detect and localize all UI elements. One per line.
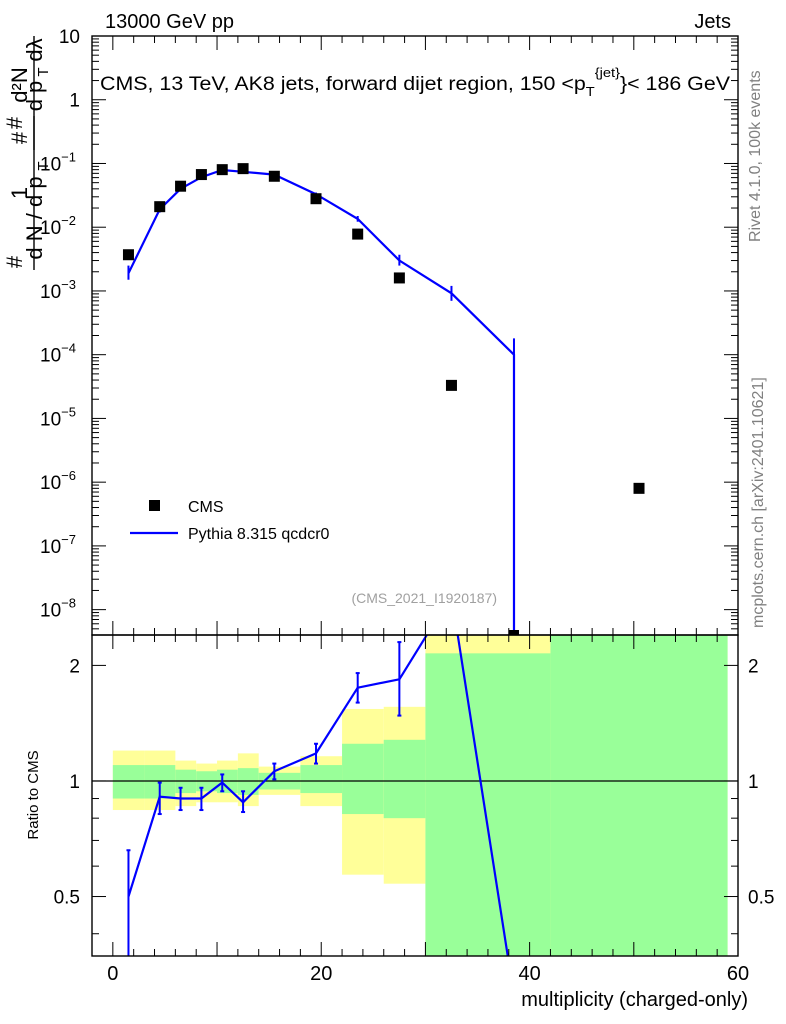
legend-cms-marker [149, 500, 160, 511]
cms-data-point [445, 379, 457, 391]
ylabel-glyph-dn: d N / d p [22, 176, 47, 259]
pythia-top-line [127, 168, 516, 635]
cms-data-point [268, 170, 280, 182]
cms-edge-marker [508, 630, 519, 635]
ylabel-glyph-hash-1: # [2, 255, 27, 268]
ylabel-glyph-dpt: d p [22, 81, 47, 112]
top-plot-marks [122, 163, 645, 635]
cms-data-point [352, 228, 364, 240]
top-y-tick-label: 10−6 [40, 468, 76, 494]
ratio-axis-ticks: 0 20 40 60 0.5 0.5 1 1 2 2 [54, 635, 774, 985]
legend-pythia-label: Pythia 8.315 qcdcr0 [188, 526, 330, 543]
plot-title-subscript: T [586, 84, 595, 99]
ratio-y-tick-label: 1 [69, 772, 80, 793]
cms-data-point [310, 193, 322, 205]
top-y-tick-exponent: −5 [61, 404, 76, 419]
top-y-tick-mantissa: 10 [40, 346, 61, 367]
top-y-tick-exponent: −8 [61, 596, 76, 611]
top-y-tick-label: 10−5 [40, 404, 76, 430]
cms-data-point [216, 164, 228, 176]
ratio-band-green [342, 743, 384, 815]
ratio-x-tick-label: 0 [107, 963, 118, 985]
rivet-version-label: Rivet 4.1.0, 100k events [747, 70, 764, 242]
plot-title: CMS, 13 TeV, AK8 jets, forward dijet reg… [100, 65, 730, 99]
plot-title-end: }< 186 GeV [620, 74, 730, 95]
top-y-tick-label: 10−8 [40, 596, 76, 622]
top-y-tick-label: 10−4 [40, 341, 76, 367]
ratio-y-axis-label: Ratio to CMS [25, 750, 42, 839]
top-y-tick-label: 10 [59, 27, 80, 48]
cms-data-point [122, 249, 134, 261]
ratio-band-green [383, 739, 426, 819]
ratio-x-tick-label: 40 [518, 963, 540, 985]
ylabel-glyph-sub-t2: T [35, 67, 52, 76]
mcplots-label: mcplots.cern.ch [arXiv:2401.10621] [750, 377, 767, 628]
ylabel-glyph-d2n: d²N [7, 67, 32, 102]
top-y-tick-exponent: −1 [61, 149, 76, 164]
cms-data-point [393, 272, 405, 284]
plot-title-superscript: {jet} [595, 65, 621, 80]
reference-label: (CMS_2021_I1920187) [351, 590, 497, 606]
top-y-tick-exponent: −2 [61, 213, 76, 228]
top-y-tick-label: 10−7 [40, 532, 76, 558]
ratio-band-green [300, 765, 343, 794]
ratio-y-tick-label-right: 2 [748, 656, 759, 677]
ratio-x-tick-label: 20 [310, 963, 332, 985]
ratio-band-green [425, 653, 551, 956]
cms-data-point [195, 169, 207, 181]
ylabel-glyph-1: 1 [7, 187, 32, 199]
plot-title-main: CMS, 13 TeV, AK8 jets, forward dijet reg… [100, 74, 586, 95]
top-y-axis-label: 1 d N / d p # # T # d²N d p T dλ [2, 36, 52, 270]
x-axis-label: multiplicity (charged-only) [521, 989, 748, 1011]
ylabel-glyph-hash-2: # [2, 116, 27, 129]
ratio-band-green [112, 765, 145, 799]
header-right-label: Jets [694, 11, 731, 33]
pythia-ratio-line [127, 635, 509, 956]
legend-cms-label: CMS [188, 499, 224, 516]
cms-data-point [175, 180, 187, 192]
top-y-tick-exponent: −3 [61, 277, 76, 292]
ratio-plot-marks [126, 635, 509, 956]
top-y-tick-exponent: −6 [61, 468, 76, 483]
top-y-tick-mantissa: 10 [40, 537, 61, 558]
ratio-y-tick-label: 2 [69, 656, 80, 677]
top-y-tick-exponent: −4 [61, 341, 76, 356]
ratio-y-tick-label-right: 0.5 [748, 888, 774, 909]
top-y-tick-exponent: −7 [61, 532, 76, 547]
ratio-y-tick-label: 0.5 [54, 888, 80, 909]
cms-data-point [633, 482, 645, 494]
top-y-tick-label: 1 [69, 91, 80, 112]
header-left-label: 13000 GeV pp [105, 11, 234, 33]
top-y-tick-mantissa: 10 [40, 154, 61, 175]
top-y-tick-label: 10−3 [40, 277, 76, 303]
top-y-tick-mantissa: 10 [40, 409, 61, 430]
cms-data-point [237, 163, 249, 175]
ylabel-glyph-hash-3: # [7, 131, 32, 144]
cms-data-point [154, 201, 166, 213]
ratio-band-green [550, 635, 728, 956]
top-y-tick-label: 10−1 [40, 149, 76, 175]
top-y-tick-mantissa: 10 [40, 473, 61, 494]
top-y-tick-label: 10−2 [40, 213, 76, 239]
ratio-uncertainty-bands [112, 635, 728, 956]
legend: CMS Pythia 8.315 qcdcr0 [130, 499, 330, 543]
ratio-y-tick-label-right: 1 [748, 772, 759, 793]
top-plot-frame [91, 35, 739, 636]
ratio-plot-frame [91, 634, 739, 957]
ylabel-glyph-dlambda: dλ [22, 38, 47, 61]
top-y-tick-mantissa: 10 [40, 282, 61, 303]
top-y-tick-mantissa: 10 [40, 218, 61, 239]
ratio-x-tick-label: 60 [727, 963, 749, 985]
ylabel-glyph-sub-t: T [35, 161, 52, 170]
top-y-tick-mantissa: 10 [40, 601, 61, 622]
